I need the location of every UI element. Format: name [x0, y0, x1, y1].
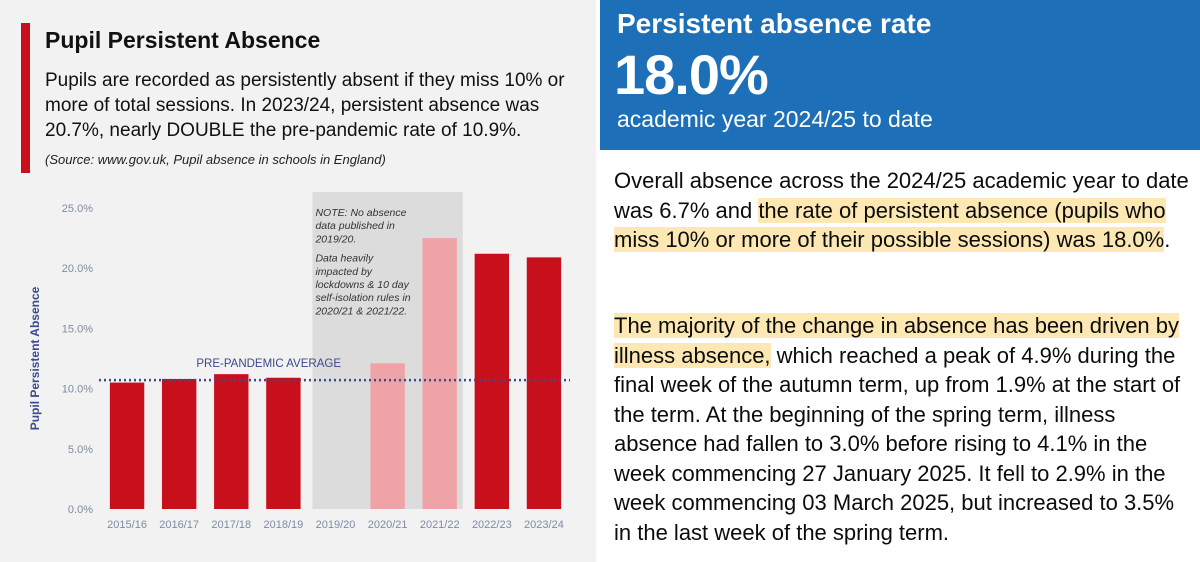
paragraph-text: which reached a peak of 4.9% during the …	[614, 342, 1181, 545]
paragraph-overall-absence: Overall absence across the 2024/25 acade…	[614, 166, 1196, 255]
note-line: Data heavily	[315, 253, 374, 265]
y-tick-label: 0.0%	[68, 504, 93, 516]
note-line: impacted by	[315, 266, 372, 278]
banner-subtitle: academic year 2024/25 to date	[617, 106, 933, 132]
note-line: 2020/21 & 2021/22.	[314, 305, 407, 317]
chart-description: Pupils are recorded as persistently abse…	[45, 70, 565, 141]
paragraph-text: .	[1164, 227, 1171, 252]
y-tick-label: 25.0%	[62, 203, 93, 215]
x-tick-label: 2022/23	[472, 519, 512, 531]
x-tick-label: 2020/21	[368, 519, 408, 531]
bar	[422, 238, 457, 509]
x-tick-label: 2023/24	[524, 519, 564, 531]
y-axis-label: Pupil Persistent Absence	[28, 286, 42, 430]
stat-banner: Persistent absence rate 18.0% academic y…	[600, 0, 1200, 150]
chart-source: (Source: www.gov.uk, Pupil absence in sc…	[45, 152, 386, 167]
left-panel: Pupil Persistent Absence Pupils are reco…	[0, 0, 596, 562]
x-tick-label: 2016/17	[159, 519, 199, 531]
y-tick-label: 15.0%	[62, 323, 93, 335]
banner-title: Persistent absence rate	[617, 8, 932, 39]
bar	[266, 377, 301, 509]
x-tick-label: 2018/19	[264, 519, 304, 531]
bar	[370, 363, 405, 509]
x-tick-label: 2019/20	[316, 519, 356, 531]
note-line: 2019/20.	[314, 233, 356, 245]
banner-value: 18.0%	[614, 43, 769, 106]
y-tick-label: 5.0%	[68, 444, 93, 456]
bar	[161, 378, 197, 509]
bar	[109, 382, 145, 509]
x-tick-label: 2015/16	[107, 519, 147, 531]
y-tick-label: 20.0%	[62, 263, 93, 275]
note-line: self-isolation rules in	[315, 292, 410, 304]
bar	[526, 257, 562, 509]
paragraph-text: Overall absence across the 2024/25 acade…	[614, 168, 1189, 223]
chart-panel-title: Pupil Persistent Absence	[45, 27, 321, 53]
note-line: lockdowns & 10 day	[315, 279, 409, 291]
accent-bar	[21, 23, 30, 173]
bar	[214, 374, 249, 509]
y-tick-label: 10.0%	[62, 384, 93, 396]
note-line: data published in	[315, 220, 395, 232]
right-panel: Persistent absence rate 18.0% academic y…	[600, 0, 1200, 562]
x-tick-label: 2021/22	[420, 519, 460, 531]
note-line: NOTE: No absence	[315, 207, 406, 219]
reference-line-label: PRE-PANDEMIC AVERAGE	[196, 358, 341, 370]
panel-divider	[596, 0, 600, 562]
x-tick-label: 2017/18	[211, 519, 251, 531]
paragraph-illness-absence: The majority of the change in absence ha…	[614, 311, 1196, 547]
